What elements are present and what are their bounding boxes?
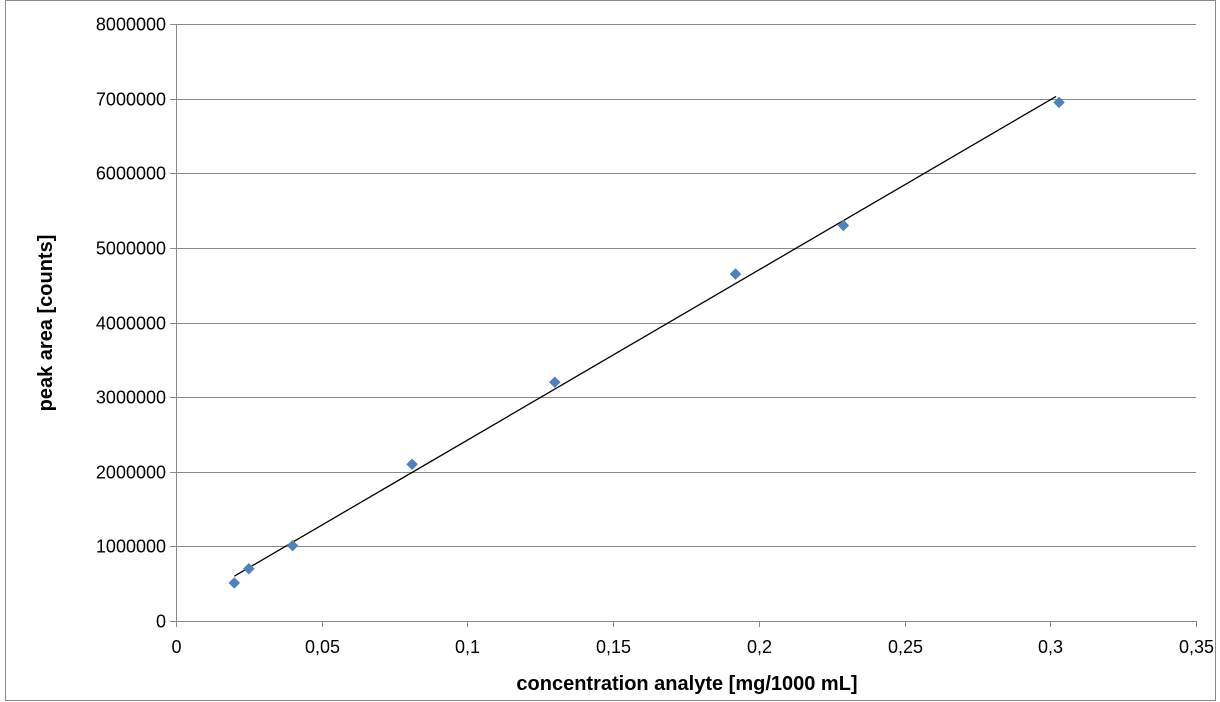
data-point [228, 577, 241, 589]
x-tick-label: 0,25 [888, 637, 923, 657]
y-axis-title: peak area [counts] [35, 235, 57, 412]
data-point [1053, 96, 1065, 109]
y-tick-label: 5000000 [96, 239, 166, 259]
chart-frame [5, 0, 1216, 701]
data-points [228, 96, 1065, 589]
linear-trendline [233, 95, 1057, 577]
y-tick-label: 2000000 [96, 463, 166, 483]
x-tick-label: 0 [171, 637, 181, 657]
trendline-layer [233, 95, 1057, 577]
x-axis-title: concentration analyte [mg/1000 mL] [516, 673, 857, 695]
axes [170, 24, 1197, 627]
data-point [243, 562, 255, 575]
x-tick-labels: 0 0,05 0,1 0,15 0,2 0,25 0,3 0,35 [171, 637, 1214, 657]
x-tick-label: 0,2 [747, 637, 772, 657]
y-tick-label: 7000000 [96, 90, 166, 110]
data-point [729, 268, 742, 280]
gridlines [176, 24, 1196, 547]
x-tick-label: 0,15 [596, 637, 631, 657]
y-tick-label: 6000000 [96, 164, 166, 184]
y-tick-label: 4000000 [96, 314, 166, 334]
data-point [837, 219, 850, 232]
data-point [549, 376, 561, 389]
x-tick-label: 0,1 [455, 637, 480, 657]
x-tick-label: 0,35 [1179, 637, 1214, 657]
y-tick-label: 8000000 [96, 15, 166, 35]
data-point [406, 458, 418, 471]
x-tick-label: 0,3 [1038, 637, 1063, 657]
y-tick-label: 0 [156, 612, 166, 632]
y-tick-label: 3000000 [96, 388, 166, 408]
y-tick-labels: 0 1000000 2000000 3000000 4000000 5000000 6000… [96, 15, 166, 632]
x-tick-label: 0,05 [305, 637, 340, 657]
y-tick-label: 1000000 [96, 537, 166, 557]
data-point [286, 539, 299, 552]
